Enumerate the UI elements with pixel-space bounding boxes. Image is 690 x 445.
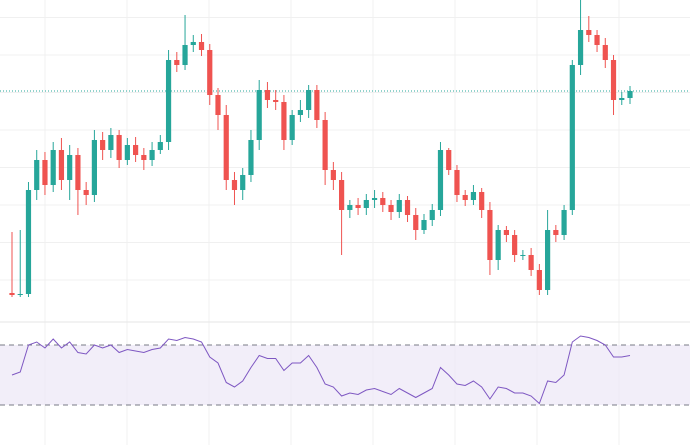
candle-body xyxy=(512,235,518,255)
candle-body xyxy=(182,45,188,65)
candle-body xyxy=(561,210,567,235)
candle-body xyxy=(363,200,369,208)
candle-body xyxy=(586,30,592,35)
candle-body xyxy=(25,190,32,294)
candle-body xyxy=(371,198,378,200)
candle-body xyxy=(9,293,15,295)
candle-body xyxy=(256,90,262,140)
candle-body xyxy=(520,255,526,256)
candle-body xyxy=(248,140,254,175)
candle-body xyxy=(17,294,23,295)
candle-body xyxy=(437,150,444,210)
candle-body xyxy=(165,60,172,142)
candle-body xyxy=(322,120,328,170)
candle-body xyxy=(289,115,295,140)
candle-body xyxy=(231,180,238,190)
candle-body xyxy=(314,90,320,120)
candle-body xyxy=(190,42,196,45)
candle-body xyxy=(306,90,312,110)
candle-body xyxy=(91,140,97,195)
rsi-band xyxy=(0,345,690,405)
candle-body xyxy=(174,60,180,65)
candle-body xyxy=(619,98,625,100)
candle-body xyxy=(553,230,559,235)
candle-body xyxy=(240,175,246,190)
candle-body xyxy=(404,200,411,215)
candle-body xyxy=(141,155,147,160)
candle-body xyxy=(495,230,501,260)
candle-body xyxy=(75,155,81,190)
candle-body xyxy=(207,50,213,95)
candle-body xyxy=(198,42,205,50)
candle-body xyxy=(330,170,336,180)
candle-body xyxy=(487,210,493,260)
candle-body xyxy=(577,30,584,65)
candle-body xyxy=(297,110,303,115)
candle-body xyxy=(273,100,279,102)
candle-body xyxy=(108,135,114,150)
candle-body xyxy=(133,145,139,155)
candle-body xyxy=(454,170,460,195)
candle-body xyxy=(545,230,551,290)
candle-body xyxy=(503,230,509,235)
candle-body xyxy=(215,95,221,115)
candle-body xyxy=(34,160,40,190)
candle-body xyxy=(380,198,386,205)
candle-body xyxy=(347,205,353,210)
candle-body xyxy=(594,35,600,45)
candle-body xyxy=(602,45,608,60)
candle-body xyxy=(610,60,617,100)
candle-body xyxy=(462,195,468,200)
candle-body xyxy=(388,205,394,212)
rsi-line xyxy=(11,335,631,405)
candle-body xyxy=(396,200,402,212)
candle-body xyxy=(42,160,48,185)
candle-body xyxy=(281,102,287,140)
candle-body xyxy=(223,115,229,180)
candle-body xyxy=(429,210,435,220)
candle-body xyxy=(479,192,485,210)
candle-body xyxy=(264,90,271,100)
candle-body xyxy=(149,150,155,160)
candle-body xyxy=(528,255,534,270)
candle-body xyxy=(421,220,427,230)
candle-body xyxy=(67,155,73,180)
candle-body xyxy=(470,192,477,200)
candle-body xyxy=(627,91,633,98)
candle-body xyxy=(339,180,345,210)
candle-body xyxy=(100,140,106,150)
candle-body xyxy=(355,205,361,208)
candle-body xyxy=(569,65,575,210)
candle-body xyxy=(446,150,452,170)
candle-body xyxy=(536,270,542,290)
candle-body xyxy=(124,145,130,160)
candle-body xyxy=(83,190,89,195)
candle-body xyxy=(157,142,163,150)
candle-body xyxy=(413,215,419,230)
candle-body xyxy=(50,150,56,185)
candle-body xyxy=(116,135,122,160)
candle-body xyxy=(58,150,65,180)
